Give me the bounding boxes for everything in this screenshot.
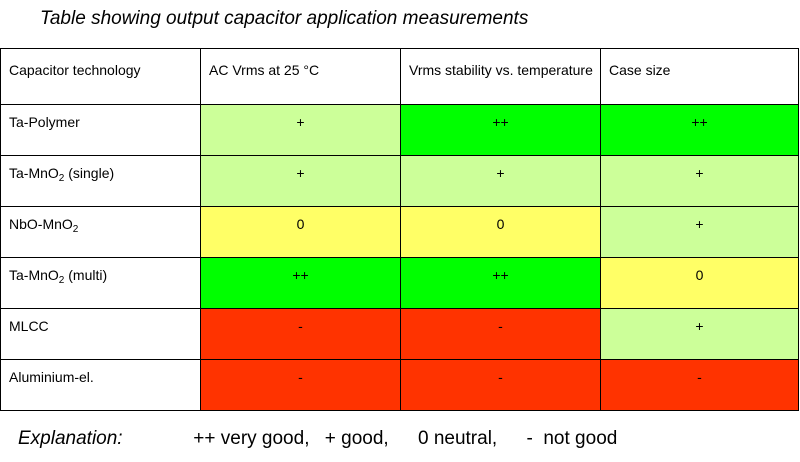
row-label: Ta-Polymer — [0, 104, 201, 156]
table-row: NbO-MnO2 0 0 + — [0, 206, 799, 258]
rating-cell: ++ — [400, 104, 601, 156]
row-label: MLCC — [0, 308, 201, 360]
row-label: Ta-MnO2 (single) — [0, 155, 201, 207]
row-label-main: Ta-MnO — [9, 267, 59, 283]
row-label-suffix: (multi) — [64, 267, 108, 283]
rating-cell: ++ — [400, 257, 601, 309]
rating-cell: + — [200, 104, 401, 156]
row-label-main: Ta-MnO — [9, 165, 59, 181]
rating-cell: 0 — [200, 206, 401, 258]
table-title: Table showing output capacitor applicati… — [40, 8, 529, 29]
rating-cell: + — [400, 155, 601, 207]
row-label-main: NbO-MnO — [9, 216, 73, 232]
row-label: NbO-MnO2 — [0, 206, 201, 258]
header-cell: Case size — [600, 48, 799, 105]
table-row: Ta-MnO2 (single) + + + — [0, 155, 799, 207]
capacitor-table: Capacitor technology AC Vrms at 25 °C Vr… — [0, 48, 799, 411]
rating-cell: 0 — [600, 257, 799, 309]
legend-item: - not good — [526, 428, 618, 449]
rating-cell: - — [400, 308, 601, 360]
table-row: Ta-Polymer + ++ ++ — [0, 104, 799, 156]
rating-cell: + — [600, 206, 799, 258]
header-cell: Capacitor technology — [0, 48, 201, 105]
rating-cell: + — [600, 308, 799, 360]
row-label: Aluminium-el. — [0, 359, 201, 411]
row-label-subscript: 2 — [58, 275, 65, 286]
row-label-subscript: 2 — [72, 224, 79, 235]
row-label-suffix: (single) — [64, 165, 115, 181]
table-row: Ta-MnO2 (multi) ++ ++ 0 — [0, 257, 799, 309]
rating-cell: 0 — [400, 206, 601, 258]
legend-item: + good, — [324, 428, 389, 449]
header-cell: Vrms stability vs. temperature — [400, 48, 601, 105]
rating-cell: - — [200, 359, 401, 411]
table-row: MLCC - - + — [0, 308, 799, 360]
legend-item: 0 neutral, — [417, 428, 498, 449]
rating-cell: ++ — [600, 104, 799, 156]
rating-cell: - — [600, 359, 799, 411]
legend-item: ++ very good, — [193, 428, 310, 449]
rating-cell: - — [200, 308, 401, 360]
rating-cell: + — [200, 155, 401, 207]
rating-cell: ++ — [200, 257, 401, 309]
table-row: Aluminium-el. - - - — [0, 359, 799, 411]
header-cell: AC Vrms at 25 °C — [200, 48, 401, 105]
legend-label: Explanation: — [18, 428, 123, 449]
row-label-subscript: 2 — [58, 173, 65, 184]
row-label: Ta-MnO2 (multi) — [0, 257, 201, 309]
header-row: Capacitor technology AC Vrms at 25 °C Vr… — [0, 48, 799, 105]
legend: Explanation: ++ very good, + good, 0 neu… — [18, 428, 627, 450]
rating-cell: + — [600, 155, 799, 207]
rating-cell: - — [400, 359, 601, 411]
